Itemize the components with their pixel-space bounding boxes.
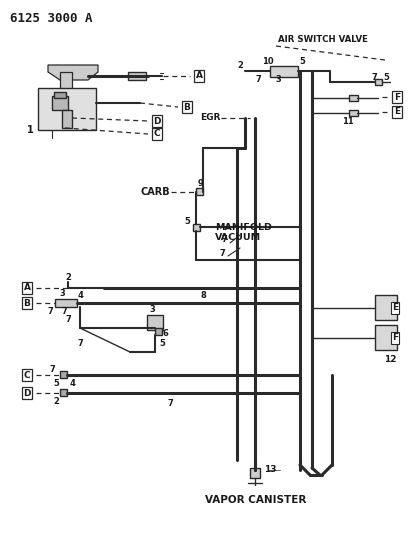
Bar [375,79,382,85]
Text: 7: 7 [49,366,55,375]
Bar [60,389,67,396]
Bar [38,88,96,130]
Bar [270,66,298,77]
Text: 10: 10 [262,56,274,66]
Bar [62,110,72,128]
Text: 7: 7 [65,316,71,325]
Text: 7: 7 [47,308,53,317]
Text: 1: 1 [27,125,33,135]
Text: 12: 12 [384,356,396,365]
Text: 3: 3 [149,305,155,314]
Text: C: C [154,130,160,139]
Text: B: B [184,102,191,111]
Text: VAPOR CANISTER: VAPOR CANISTER [205,495,306,505]
Text: 3: 3 [59,288,65,297]
Text: 5: 5 [299,56,305,66]
Text: 2: 2 [237,61,243,70]
Bar [349,110,358,116]
Text: 7: 7 [167,400,173,408]
Text: 13: 13 [264,465,276,474]
Text: 8: 8 [200,292,206,301]
Text: 9: 9 [197,179,203,188]
Text: MANIFOLD
VACUUM: MANIFOLD VACUUM [215,223,272,243]
Text: A: A [195,71,202,80]
Text: 11: 11 [342,117,354,126]
Bar [155,328,162,335]
Polygon shape [48,65,98,80]
Bar [52,96,68,110]
Text: B: B [24,298,31,308]
Text: 7: 7 [219,248,225,257]
Text: 5: 5 [53,379,59,389]
Bar [55,299,77,307]
Text: D: D [153,117,161,125]
Bar [60,371,67,378]
Text: 4: 4 [77,290,83,300]
Text: 7: 7 [77,340,83,349]
Bar [375,295,397,320]
Polygon shape [60,72,72,95]
Bar [54,92,66,98]
Text: 7: 7 [221,236,227,245]
Text: 5: 5 [159,340,165,349]
Text: 2: 2 [65,273,71,282]
Text: C: C [24,370,30,379]
Text: 6: 6 [162,328,168,337]
Text: EGR: EGR [200,114,220,123]
Text: 5: 5 [383,72,389,82]
Text: 2: 2 [53,397,59,406]
Text: CARB: CARB [140,187,170,197]
Text: 6125 3000 A: 6125 3000 A [10,12,93,25]
Text: 7: 7 [61,308,67,317]
Text: 4: 4 [69,378,75,387]
Bar [196,188,203,195]
Text: AIR SWITCH VALVE: AIR SWITCH VALVE [278,35,368,44]
Text: F: F [392,334,398,343]
Text: F: F [394,93,400,101]
Text: A: A [24,284,31,293]
Text: 3: 3 [275,75,281,84]
Text: D: D [23,389,31,398]
Text: E: E [394,108,400,117]
Text: E: E [392,303,398,312]
Bar [349,95,358,101]
Bar [128,72,146,80]
Text: 7: 7 [255,75,261,84]
Text: 5: 5 [184,216,190,225]
Bar [193,224,200,231]
Bar [147,315,163,330]
Bar [375,325,397,350]
Text: 7: 7 [371,72,377,82]
Bar [250,468,260,478]
